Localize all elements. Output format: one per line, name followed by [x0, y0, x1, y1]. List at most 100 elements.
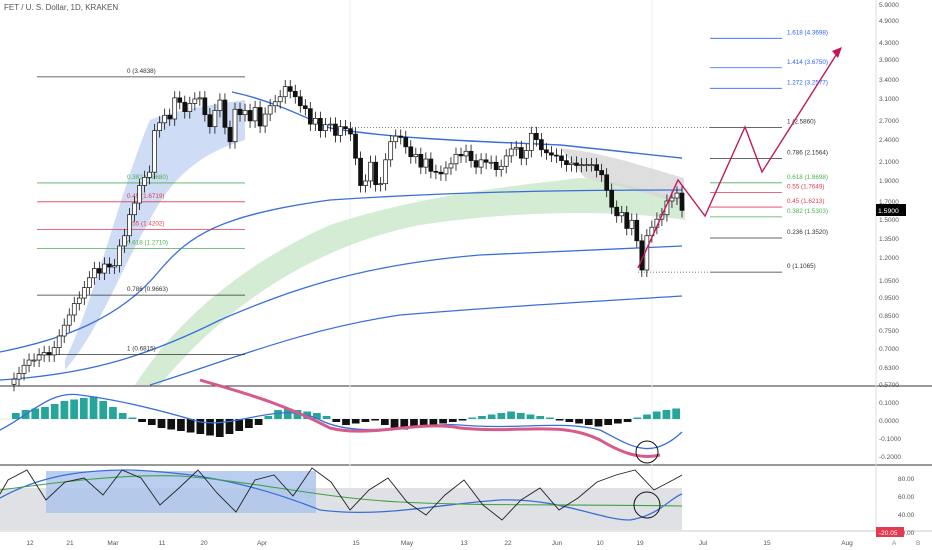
candle: [102, 263, 107, 274]
candle: [107, 263, 112, 268]
price-tick-label: 0.6300: [879, 365, 899, 372]
candle: [403, 137, 409, 148]
candle: [192, 98, 198, 104]
candle: [328, 123, 333, 126]
candle: [232, 108, 238, 143]
fib-level-label: 0.786 (0.9663): [127, 286, 168, 293]
macd-tick-label: 0.1000: [879, 400, 899, 407]
macd-histogram-bar: [633, 417, 642, 419]
axis-mode-button[interactable]: A: [892, 540, 897, 547]
candle: [468, 150, 474, 161]
macd-histogram-bar: [138, 419, 146, 422]
candle: [368, 161, 373, 182]
price-tick-label: 1.2000: [879, 255, 899, 262]
highlight-circle: [633, 491, 661, 519]
candle: [142, 177, 147, 186]
macd-histogram-bar: [50, 404, 59, 419]
candle: [483, 159, 489, 163]
candle: [544, 149, 549, 154]
candle: [31, 359, 37, 362]
candle: [81, 287, 87, 299]
candle: [428, 158, 434, 172]
candle: [443, 167, 449, 175]
time-axis-label: 11: [159, 540, 166, 547]
fib-level-label: 0.236 (1.3520): [787, 229, 828, 236]
candle: [418, 153, 424, 168]
projection-path: [637, 51, 839, 269]
macd-histogram-bar: [254, 419, 263, 425]
candle: [122, 235, 127, 247]
ma-line: [0, 189, 683, 353]
price-tick-label: 1.3500: [879, 236, 899, 243]
macd-histogram-bar: [390, 419, 399, 428]
macd-histogram-bar: [487, 414, 496, 419]
ma-line: [231, 91, 683, 159]
candle: [448, 163, 454, 169]
fib-level-label: 0.45 (1.6213): [787, 198, 824, 205]
time-axis-label: 19: [636, 540, 644, 547]
macd-histogram-bar: [643, 414, 651, 419]
candle: [569, 162, 574, 166]
candle: [669, 197, 675, 202]
ma-line: [0, 245, 683, 381]
time-axis-label: 12: [26, 540, 34, 547]
price-tick-label: 0.7000: [879, 346, 899, 353]
macd-histogram-bar: [410, 419, 418, 428]
macd-line: [0, 393, 683, 450]
candle: [182, 101, 188, 112]
candle: [423, 158, 429, 168]
time-axis-label: Mar: [107, 540, 119, 547]
macd-histogram-bar: [400, 419, 409, 430]
macd-histogram-bar: [313, 413, 321, 419]
macd-histogram-bar: [623, 419, 632, 422]
macd-histogram-bar: [264, 416, 273, 419]
fib-level-label: 0.55 (1.7649): [787, 184, 824, 191]
macd-histogram-bar: [575, 419, 583, 424]
time-axis-label: Aug: [841, 540, 853, 547]
price-tick-label: 2.4000: [879, 137, 899, 144]
macd-histogram-bar: [565, 419, 574, 422]
candle: [338, 126, 343, 136]
candle: [453, 153, 459, 165]
fib-level-label: 0.786 (2.1564): [787, 150, 828, 157]
candle: [438, 171, 444, 175]
fib-level-label: 0.618 (1.2710): [127, 240, 168, 247]
projection-arrowhead: [832, 47, 842, 58]
candle: [473, 160, 479, 168]
axis-mode-button[interactable]: B: [916, 540, 920, 547]
macd-histogram-bar: [516, 413, 525, 419]
price-tick-label: 2.7000: [879, 118, 899, 125]
candle: [614, 206, 620, 217]
macd-histogram-bar: [225, 419, 234, 434]
candle: [599, 170, 604, 176]
candle: [398, 135, 404, 138]
rsi-tick-label: 40.00: [898, 512, 915, 519]
candle: [574, 162, 579, 166]
time-axis-label: 20: [200, 540, 208, 547]
macd-histogram-bar: [274, 410, 282, 419]
macd-histogram-bar: [245, 419, 253, 428]
time-axis-label: Apr: [257, 540, 268, 547]
rsi-tick-label: 60.00: [898, 494, 915, 501]
candle: [518, 147, 524, 159]
candle: [242, 110, 248, 116]
rsi-signal-line: [0, 475, 683, 507]
time-axis-label: 21: [66, 540, 74, 547]
macd-histogram-bar: [429, 419, 438, 425]
candle: [579, 164, 584, 167]
price-tick-label: 0.9500: [879, 295, 899, 302]
macd-histogram-bar: [293, 410, 302, 419]
candle: [287, 86, 293, 92]
macd-histogram-bar: [167, 419, 176, 430]
candle: [343, 126, 348, 130]
time-axis-label: 15: [763, 540, 771, 547]
candle: [277, 96, 283, 103]
time-axis-label: 22: [504, 540, 512, 547]
fib-level-label: 1.618 (4.3698): [787, 29, 828, 36]
candle: [333, 123, 338, 136]
candle: [554, 154, 559, 157]
macd-histogram-bar: [361, 419, 370, 422]
candle: [66, 314, 72, 326]
candle: [589, 164, 594, 167]
